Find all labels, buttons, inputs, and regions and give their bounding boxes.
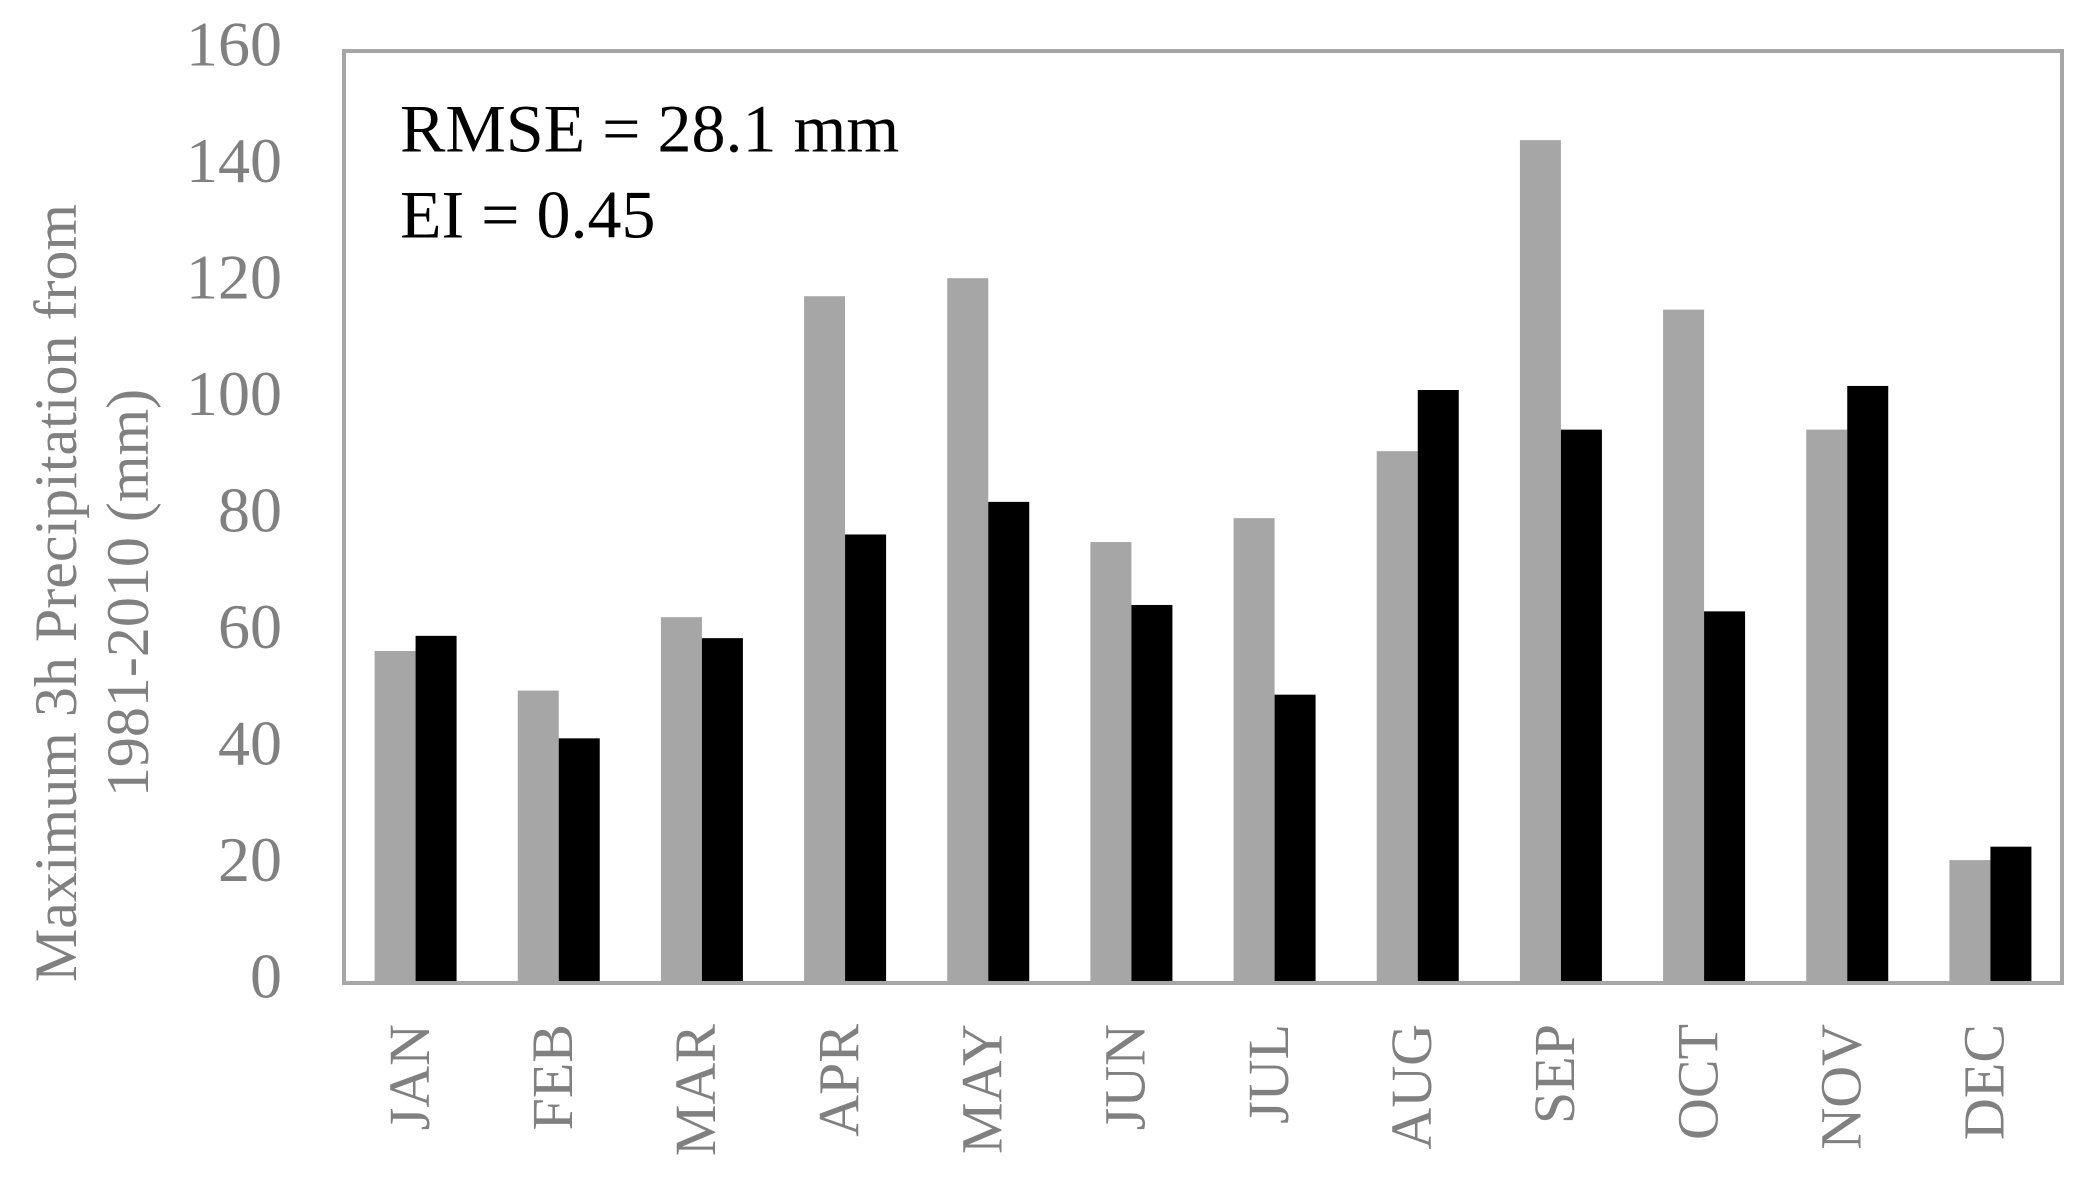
bar [1949, 860, 1991, 983]
x-tick-label: JUN [1093, 1024, 1158, 1130]
x-tick-label: AUG [1379, 1024, 1444, 1150]
bar [1090, 542, 1132, 983]
bar [1417, 390, 1459, 983]
x-tick-label: NOV [1809, 1024, 1874, 1150]
bar [701, 638, 743, 983]
x-tick-label: JUL [1236, 1024, 1301, 1124]
bar [988, 501, 1030, 983]
bar [1131, 604, 1173, 983]
y-axis-label: 1981-2010 (mm) [95, 389, 161, 797]
bar [1847, 385, 1889, 983]
bar [1233, 518, 1275, 983]
y-tick-label: 80 [218, 475, 282, 546]
y-tick-label: 140 [186, 125, 282, 196]
y-tick-label: 0 [250, 941, 282, 1012]
y-tick-label: 20 [218, 824, 282, 895]
bar [1376, 451, 1418, 983]
annotation: EI = 0.45 [400, 177, 656, 253]
bar [517, 690, 559, 983]
bar [845, 534, 887, 983]
x-tick-label: SEP [1522, 1024, 1587, 1124]
y-tick-label: 60 [218, 591, 282, 662]
bar [1806, 429, 1848, 983]
bar [804, 296, 846, 983]
x-tick-label: OCT [1665, 1024, 1730, 1140]
bar [1274, 694, 1316, 983]
annotation: RMSE = 28.1 mm [400, 91, 899, 167]
bar [1990, 846, 2032, 983]
bar [1560, 429, 1602, 983]
y-tick-label: 100 [186, 358, 282, 429]
x-tick-label: MAR [663, 1024, 728, 1156]
x-tick-label: DEC [1952, 1024, 2017, 1140]
bar [1663, 309, 1705, 983]
x-tick-label: MAY [950, 1024, 1015, 1154]
y-axis-label: Maximum 3h Precipitation from [23, 204, 89, 982]
y-tick-label: 120 [186, 242, 282, 313]
y-tick-label: 40 [218, 708, 282, 779]
x-tick-label: JAN [377, 1024, 442, 1130]
plot-frame [342, 49, 2064, 985]
bar [1704, 611, 1746, 983]
x-tick-label: FEB [520, 1024, 585, 1130]
bar [660, 617, 702, 983]
y-tick-label: 160 [186, 9, 282, 80]
bar [947, 278, 989, 983]
bar [374, 650, 416, 983]
bar [415, 635, 457, 983]
bar [558, 738, 600, 983]
x-tick-label: APR [806, 1024, 871, 1137]
bar [1519, 140, 1561, 983]
